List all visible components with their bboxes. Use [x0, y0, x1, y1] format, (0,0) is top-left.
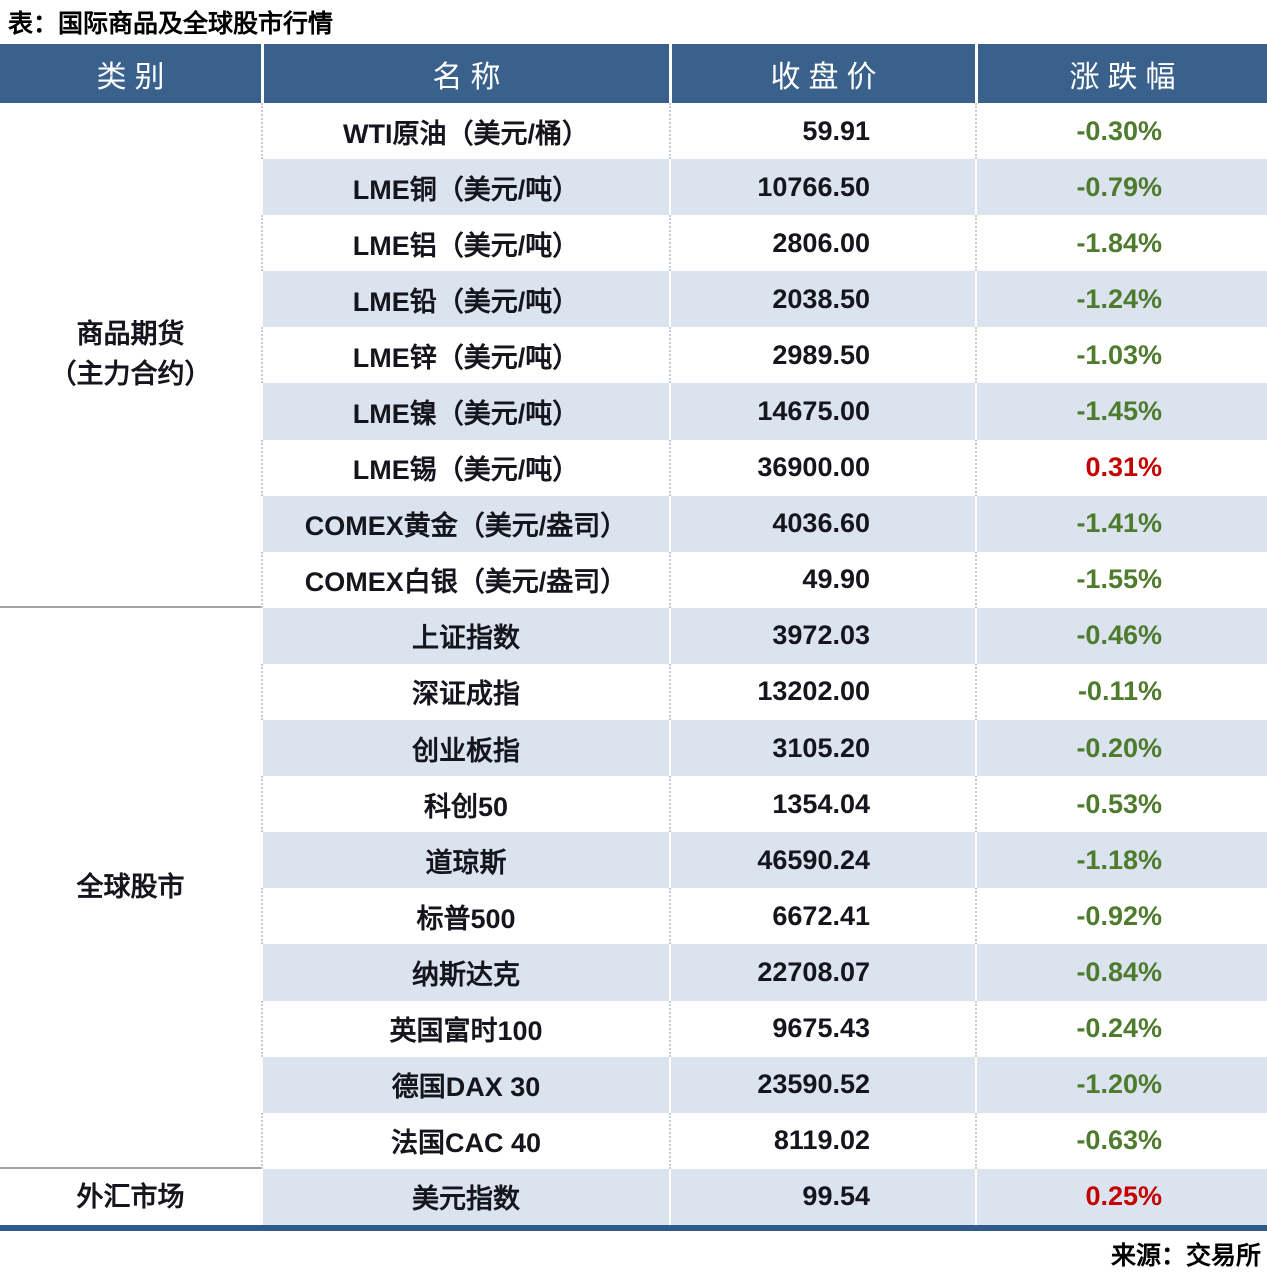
close-cell: 3972.03: [669, 607, 975, 664]
close-cell: 99.54: [669, 1168, 975, 1225]
close-cell: 1354.04: [669, 776, 975, 833]
name-cell: 标普500: [261, 888, 669, 945]
close-cell: 8119.02: [669, 1112, 975, 1169]
header-cell-category: 类别: [96, 60, 173, 94]
name-cell: LME铅（美元/吨）: [261, 271, 669, 328]
close-cell: 3105.20: [669, 720, 975, 777]
close-cell: 2806.00: [669, 215, 975, 272]
close-cell: 46590.24: [669, 832, 975, 889]
name-cell: 纳斯达克: [261, 944, 669, 1001]
category-cell: 全球股市: [0, 607, 261, 1169]
close-cell: 9675.43: [669, 1000, 975, 1057]
table-header-row: 类别 名称 收盘价 涨跌幅: [0, 44, 1267, 103]
name-cell: LME铝（美元/吨）: [261, 215, 669, 272]
change-cell: -0.79%: [975, 159, 1267, 216]
category-label-line: 全球股市: [76, 872, 185, 903]
change-cell: -0.53%: [975, 776, 1267, 833]
close-cell: 59.91: [669, 103, 975, 160]
change-cell: -1.20%: [975, 1056, 1267, 1113]
name-cell: LME锌（美元/吨）: [261, 327, 669, 384]
category-cell: 商品期货 （主力合约）: [0, 103, 261, 608]
change-cell: -1.41%: [975, 495, 1267, 552]
name-cell: 科创50: [261, 776, 669, 833]
close-cell: 2038.50: [669, 271, 975, 328]
name-cell: COMEX白银（美元/盎司）: [261, 551, 669, 608]
name-cell: COMEX黄金（美元/盎司）: [261, 495, 669, 552]
table-title: 表：国际商品及全球股市行情: [8, 10, 334, 38]
name-cell: 创业板指: [261, 720, 669, 777]
close-cell: 14675.00: [669, 383, 975, 440]
change-cell: -1.45%: [975, 383, 1267, 440]
name-cell: 法国CAC 40: [261, 1112, 669, 1169]
name-cell: 上证指数: [261, 607, 669, 664]
name-cell: LME镍（美元/吨）: [261, 383, 669, 440]
change-cell: -1.18%: [975, 832, 1267, 889]
category-cell: 外汇市场: [0, 1168, 261, 1225]
change-cell: -0.20%: [975, 720, 1267, 777]
close-cell: 23590.52: [669, 1056, 975, 1113]
close-cell: 36900.00: [669, 439, 975, 496]
category-label-line: （主力合约）: [49, 359, 212, 390]
name-cell: LME铜（美元/吨）: [261, 159, 669, 216]
close-cell: 4036.60: [669, 495, 975, 552]
category-label-line: 商品期货: [76, 319, 185, 350]
header-cell-name: 名称: [261, 44, 669, 103]
change-cell: -0.30%: [975, 103, 1267, 160]
change-cell: -0.63%: [975, 1112, 1267, 1169]
change-cell: -0.46%: [975, 607, 1267, 664]
change-cell: -1.24%: [975, 271, 1267, 328]
close-cell: 2989.50: [669, 327, 975, 384]
name-cell: LME锡（美元/吨）: [261, 439, 669, 496]
close-cell: 13202.00: [669, 663, 975, 721]
close-cell: 22708.07: [669, 944, 975, 1001]
change-cell: -0.84%: [975, 944, 1267, 1001]
change-cell: -0.11%: [975, 663, 1267, 721]
close-cell: 10766.50: [669, 159, 975, 216]
table-bottom-border: [0, 1224, 1267, 1231]
name-cell: 深证成指: [261, 663, 669, 721]
change-cell: -1.55%: [975, 551, 1267, 608]
category-label-line: 外汇市场: [76, 1181, 185, 1212]
close-cell: 6672.41: [669, 888, 975, 945]
change-cell: 0.25%: [975, 1168, 1267, 1225]
header-cell-close: 收盘价: [669, 44, 975, 103]
name-cell: 美元指数: [261, 1168, 669, 1225]
close-cell: 49.90: [669, 551, 975, 608]
name-cell: 德国DAX 30: [261, 1056, 669, 1113]
change-cell: 0.31%: [975, 439, 1267, 496]
change-cell: -1.03%: [975, 327, 1267, 384]
header-cell-change: 涨跌幅: [975, 44, 1267, 103]
change-cell: -0.24%: [975, 1000, 1267, 1057]
name-cell: 英国富时100: [261, 1000, 669, 1057]
name-cell: WTI原油（美元/桶）: [261, 103, 669, 160]
change-cell: -1.84%: [975, 215, 1267, 272]
source-note: 来源：交易所: [1110, 1242, 1261, 1271]
name-cell: 道琼斯: [261, 832, 669, 889]
table-body: 商品期货 （主力合约） WTI原油（美元/桶） 59.91 -0.30% LME铜（美元/…: [0, 103, 1267, 1225]
change-cell: -0.92%: [975, 888, 1267, 945]
